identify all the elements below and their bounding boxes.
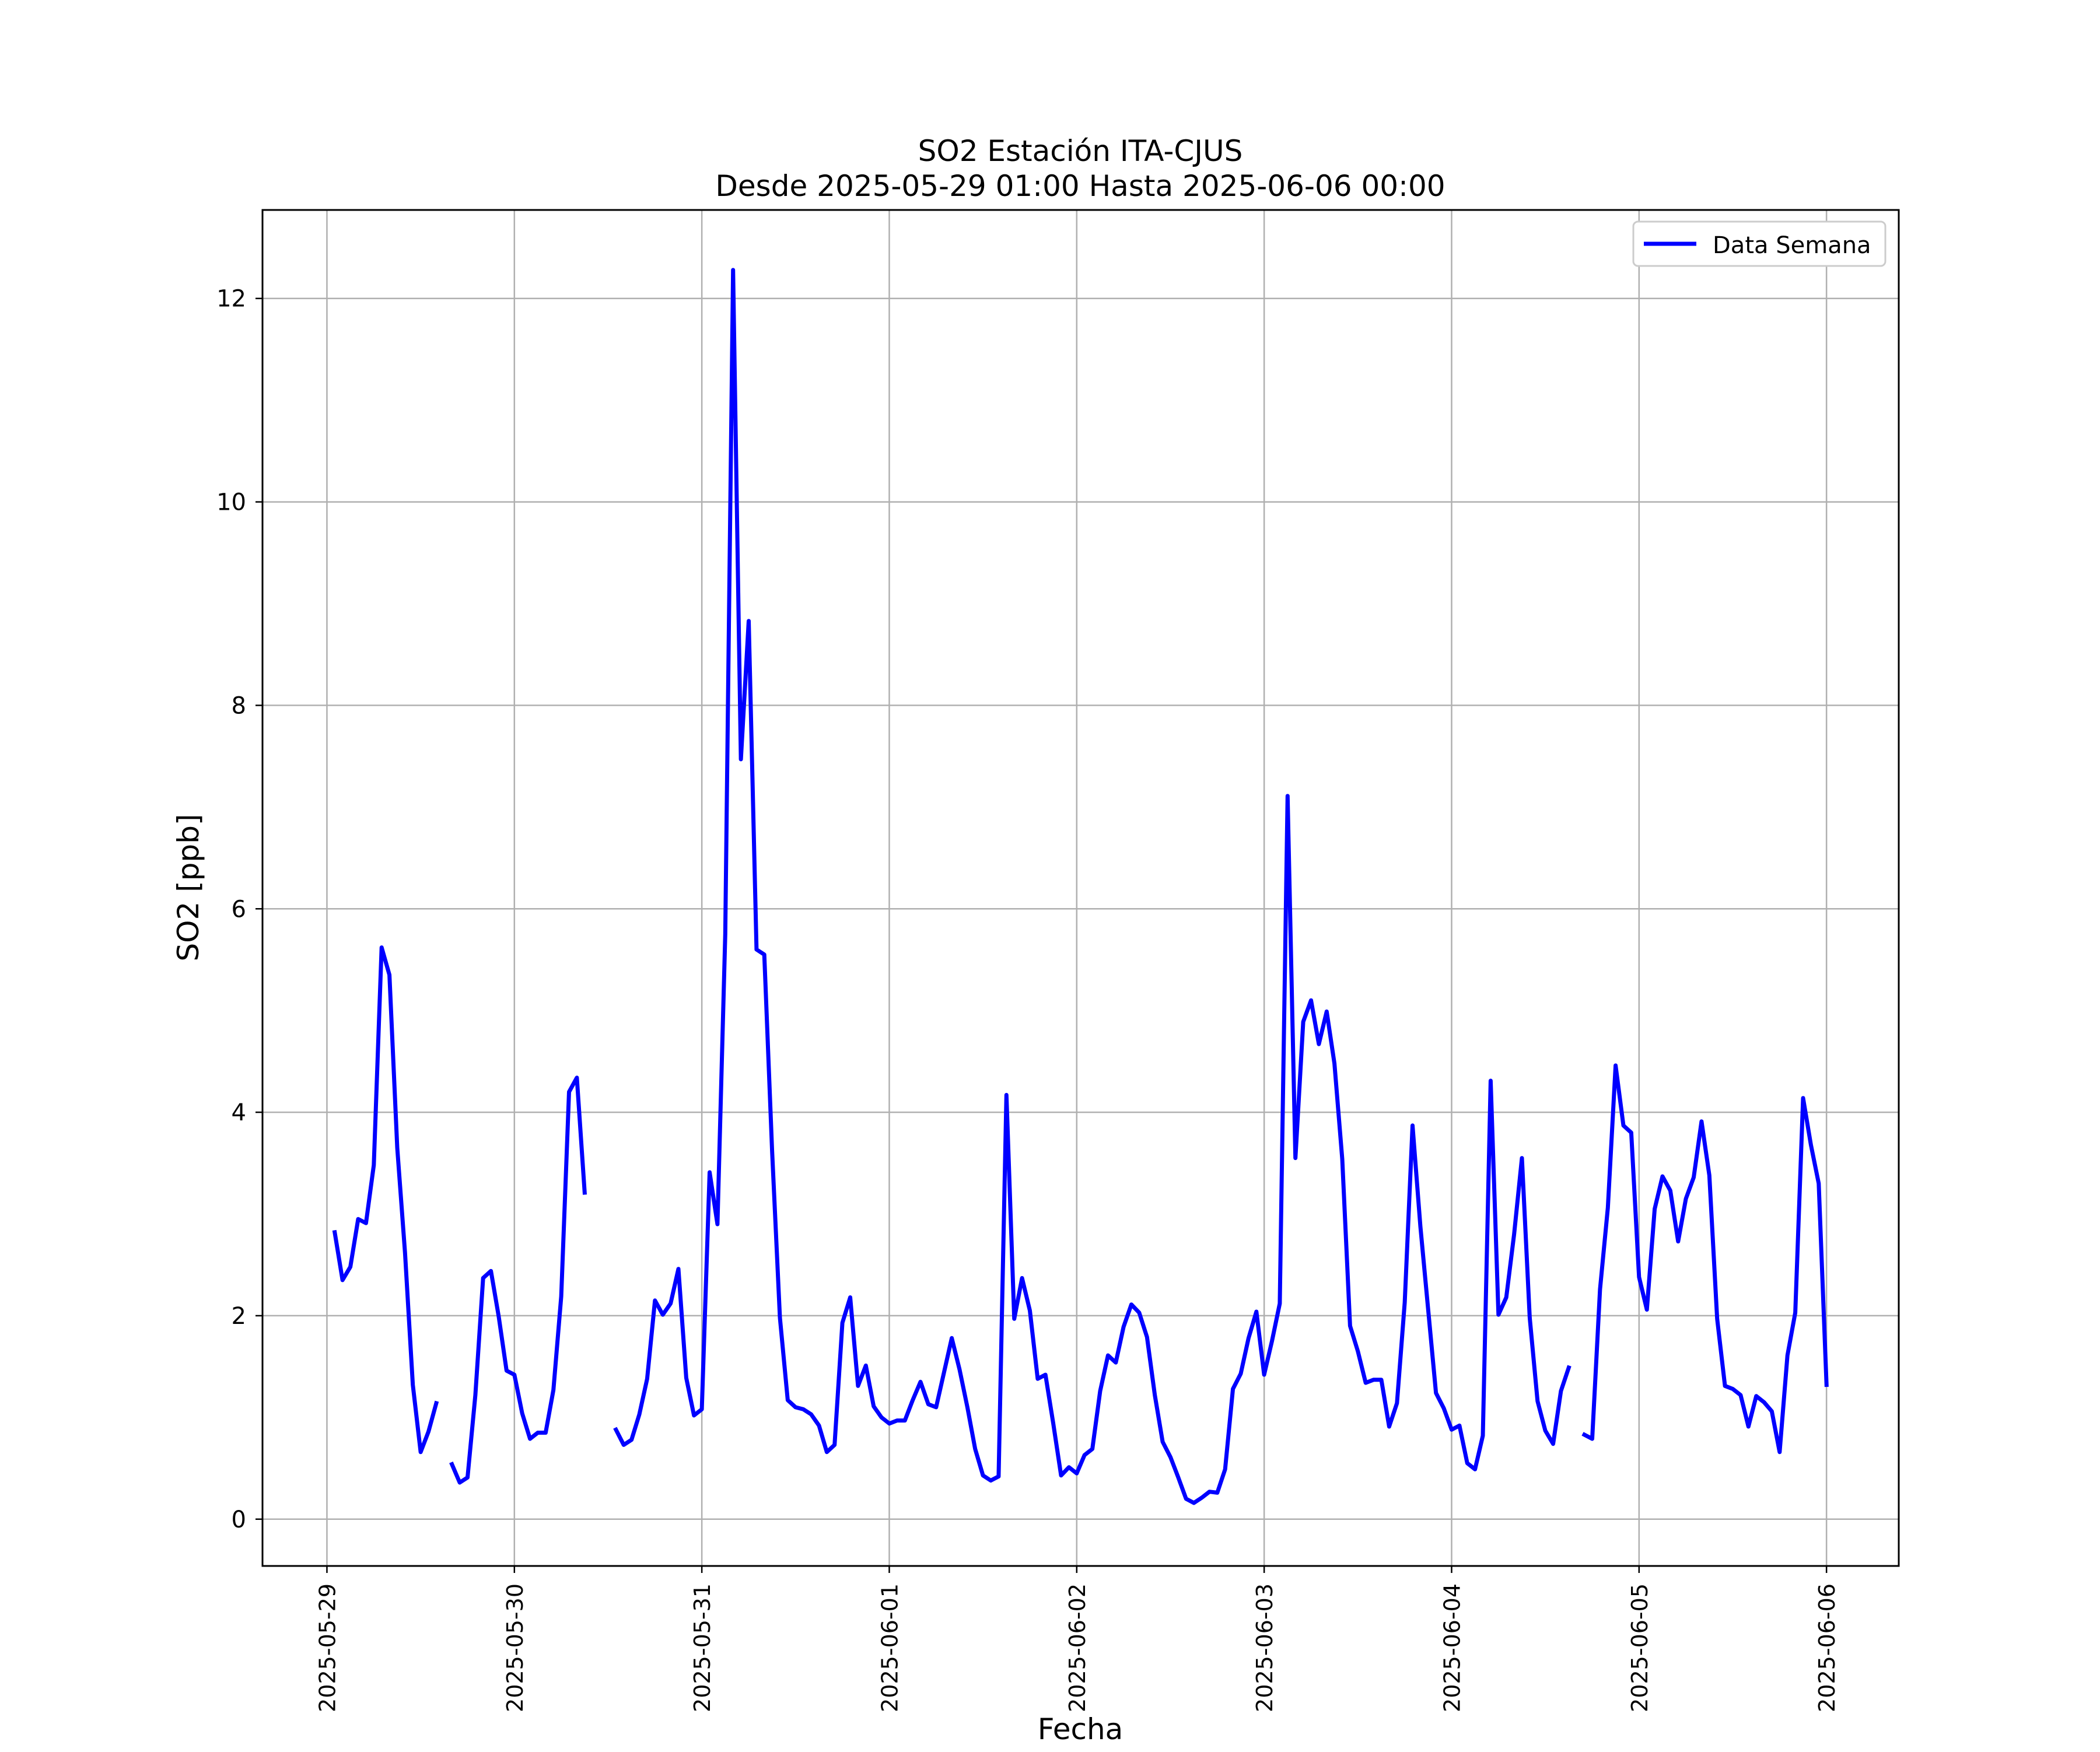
plot-area-frame (261, 209, 1900, 1567)
series-line-segment (1581, 1063, 1829, 1455)
y-tick-label: 10 (216, 489, 246, 516)
legend-box (1632, 220, 1887, 267)
y-tick-label: 0 (232, 1506, 246, 1533)
y-tick-label: 4 (232, 1099, 246, 1126)
x-tick-label: 2025-06-06 (1814, 1583, 1840, 1712)
x-tick-label: 2025-05-30 (502, 1583, 528, 1712)
y-tick-label: 12 (216, 286, 246, 313)
series-line-segment (449, 1075, 587, 1485)
series-line-segment (613, 268, 1572, 1505)
x-tick-label: 2025-06-04 (1439, 1583, 1465, 1712)
y-axis: 0 2 4 6 8 10 12 (216, 286, 262, 1533)
y-tick-label: 6 (232, 896, 246, 923)
y-axis-label: SO2 [ppb] (172, 814, 205, 961)
x-tick-label: 2025-06-05 (1627, 1583, 1653, 1712)
chart-subtitle: Desde 2025-05-29 01:00 Hasta 2025-06-06 … (715, 169, 1445, 203)
legend-label: Data Semana (1713, 232, 1871, 259)
x-tick-label: 2025-06-01 (877, 1583, 902, 1712)
legend: Data Semana (1632, 220, 1887, 267)
chart-title: SO2 Estación ITA-CJUS (918, 134, 1243, 168)
y-gridlines (262, 297, 1899, 1520)
x-tick-label: 2025-05-29 (314, 1583, 340, 1712)
x-tick-label: 2025-06-02 (1065, 1583, 1090, 1712)
x-axis-label: Fecha (1038, 1712, 1124, 1746)
y-tick-label: 2 (232, 1303, 246, 1330)
series-layer (332, 268, 1829, 1505)
x-gridlines (326, 210, 1828, 1566)
y-tick-label: 8 (232, 692, 246, 719)
x-tick-label: 2025-06-03 (1252, 1583, 1278, 1712)
x-axis: 2025-05-29 2025-05-30 2025-05-31 2025-06-01… (314, 1566, 1840, 1712)
x-tick-label: 2025-05-31 (690, 1583, 715, 1712)
series-line-segment (332, 945, 439, 1455)
